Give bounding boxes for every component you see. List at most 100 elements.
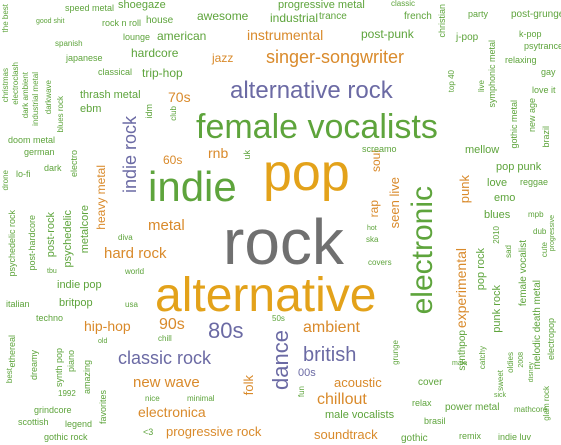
tag-mathcore[interactable]: mathcore: [514, 405, 548, 414]
tag-love[interactable]: love: [487, 177, 508, 189]
tag-christmas[interactable]: christmas: [1, 68, 10, 103]
tag-chill[interactable]: chill: [158, 334, 172, 343]
tag-mellow[interactable]: mellow: [465, 144, 500, 156]
tag-punk[interactable]: punk: [457, 175, 472, 204]
tag-techno[interactable]: techno: [36, 313, 64, 323]
tag-experimental[interactable]: experimental: [453, 248, 469, 329]
tag-ebm[interactable]: ebm: [80, 103, 102, 115]
tag-j-pop[interactable]: j-pop: [456, 32, 479, 43]
tag-covers[interactable]: covers: [368, 258, 392, 267]
tag-dub[interactable]: dub: [533, 227, 547, 236]
tag-britpop[interactable]: britpop: [59, 297, 93, 309]
tag-singer-songwriter[interactable]: singer-songwriter: [266, 47, 405, 67]
tag-psychedelic-rock[interactable]: psychedelic rock: [7, 210, 17, 277]
tag-classical[interactable]: classical: [98, 67, 133, 77]
tag-80s[interactable]: 80s: [208, 318, 244, 343]
tag-oldies[interactable]: oldies: [506, 352, 515, 373]
tag-pop-punk[interactable]: pop punk: [496, 161, 542, 173]
tag-post-punk[interactable]: post-punk: [361, 27, 414, 41]
tag-hard-rock[interactable]: hard rock: [104, 245, 167, 262]
tag-awesome[interactable]: awesome: [197, 9, 249, 23]
tag-club[interactable]: club: [169, 106, 178, 121]
tag-american[interactable]: american: [157, 29, 207, 43]
tag-post-rock[interactable]: post-rock: [45, 212, 57, 258]
tag-best[interactable]: best: [5, 368, 14, 384]
tag-japanese[interactable]: japanese: [66, 53, 103, 63]
tag-indie-luv[interactable]: indie luv: [498, 432, 532, 442]
tag-pop[interactable]: pop: [263, 144, 350, 202]
tag-female-vocalist[interactable]: female vocalist: [518, 240, 529, 307]
tag-gothic[interactable]: gothic: [401, 433, 428, 444]
tag-heavy-metal[interactable]: heavy metal: [94, 165, 108, 230]
tag-psychedelic[interactable]: psychedelic: [62, 210, 74, 268]
tag-idm[interactable]: idm: [144, 104, 154, 119]
tag-hip-hop[interactable]: hip-hop: [84, 318, 131, 334]
tag-grindcore[interactable]: grindcore: [34, 405, 72, 415]
tag-catchy[interactable]: catchy: [478, 346, 487, 370]
tag-00s[interactable]: 00s: [298, 367, 316, 379]
tag-tbu[interactable]: tbu: [47, 268, 57, 275]
tag-hardcore[interactable]: hardcore: [131, 46, 179, 60]
tag-progressive-metal[interactable]: progressive metal: [278, 0, 365, 11]
tag-cover[interactable]: cover: [418, 377, 443, 388]
tag-heart[interactable]: <3: [143, 427, 154, 437]
tag-reggae[interactable]: reggae: [520, 177, 549, 187]
tag-instrumental[interactable]: instrumental: [247, 27, 324, 43]
tag-gothic-rock[interactable]: gothic rock: [44, 432, 88, 442]
tag-industrial-metal[interactable]: industrial metal: [31, 72, 40, 126]
tag-good-shit[interactable]: good shit: [36, 18, 65, 25]
tag-italian[interactable]: italian: [6, 299, 30, 309]
tag-the-best[interactable]: the best: [1, 4, 10, 33]
tag-indie-pop[interactable]: indie pop: [57, 279, 102, 291]
tag-glam-rock[interactable]: glam rock: [542, 386, 551, 421]
tag-industrial[interactable]: industrial: [270, 11, 319, 25]
tag-new-age[interactable]: new age: [527, 98, 537, 133]
tag-metal[interactable]: metal: [148, 217, 185, 234]
tag-70s[interactable]: 70s: [168, 89, 191, 105]
tag-live[interactable]: live: [477, 80, 486, 93]
tag-fun[interactable]: fun: [297, 386, 306, 398]
tag-rock[interactable]: rock: [223, 206, 344, 278]
tag-dark[interactable]: dark: [44, 163, 62, 173]
tag-rap[interactable]: rap: [367, 200, 381, 218]
tag-drone[interactable]: drone: [1, 170, 10, 191]
tag-metalcore[interactable]: metalcore: [79, 205, 91, 254]
tag-cute[interactable]: cute: [540, 242, 549, 258]
tag-favorites[interactable]: favorites: [98, 390, 108, 425]
tag-shoegaze[interactable]: shoegaze: [118, 0, 166, 11]
tag-indie[interactable]: indie: [148, 163, 237, 210]
tag-relax[interactable]: relax: [412, 398, 432, 408]
tag-melodic-death-metal[interactable]: melodic death metal: [532, 280, 543, 370]
tag-hot[interactable]: hot: [367, 225, 377, 232]
tag-indie-rock[interactable]: indie rock: [120, 116, 140, 194]
tag-screamo[interactable]: screamo: [362, 144, 397, 154]
tag-gay[interactable]: gay: [541, 67, 556, 77]
tag-post-grunge[interactable]: post-grunge: [511, 9, 561, 20]
tag-punk-rock[interactable]: punk rock: [491, 285, 503, 333]
tag-pop-rock[interactable]: pop rock: [475, 248, 487, 291]
tag-symphonic-metal[interactable]: symphonic metal: [487, 40, 497, 108]
tag-mpb[interactable]: mpb: [528, 210, 544, 219]
tag-jazz[interactable]: jazz: [212, 51, 234, 65]
tag-post-hardcore[interactable]: post-hardcore: [27, 215, 37, 271]
tag-acoustic[interactable]: acoustic: [334, 375, 382, 390]
tag-new-wave[interactable]: new wave: [133, 374, 200, 391]
tag-usa[interactable]: usa: [125, 300, 138, 309]
tag-relaxing[interactable]: relaxing: [505, 55, 537, 65]
tag-rock-n-roll[interactable]: rock n roll: [102, 18, 142, 28]
tag-german[interactable]: german: [24, 147, 55, 157]
tag-sick[interactable]: sick: [494, 392, 507, 399]
tag-alternative[interactable]: alternative: [155, 269, 377, 322]
tag-sad[interactable]: sad: [504, 245, 513, 258]
tag-progressive[interactable]: progressive: [549, 215, 556, 252]
tag-grunge[interactable]: grunge: [391, 340, 400, 365]
tag-folk[interactable]: folk: [241, 375, 256, 396]
tag-amazing[interactable]: amazing: [82, 360, 92, 395]
tag-electropop[interactable]: electropop: [546, 318, 556, 361]
tag-uk[interactable]: uk: [242, 150, 252, 160]
tag-brasil[interactable]: brasil: [424, 416, 446, 426]
tag-alternative-rock[interactable]: alternative rock: [230, 77, 393, 104]
tag-electro[interactable]: electro: [69, 150, 79, 178]
tag-90s[interactable]: 90s: [159, 316, 185, 333]
tag-love-it[interactable]: love it: [532, 85, 556, 95]
